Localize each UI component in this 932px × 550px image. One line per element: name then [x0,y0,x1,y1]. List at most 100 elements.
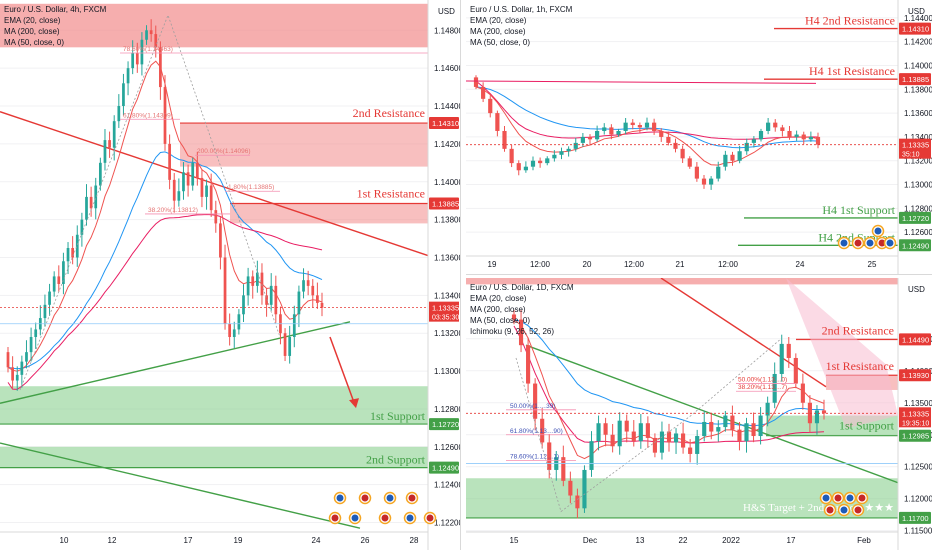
y-tick-label: 1.12600 [434,443,460,452]
candle-body [283,333,287,356]
price-chart-svg: 1.14400 1.14200 1.14000 1.13800 1.13600 1.134… [466,0,932,274]
candle-body [666,136,671,143]
y-tick-label: 1.12800 [904,204,932,213]
candle-body [237,314,241,330]
candle-body [126,68,130,84]
x-tick-label: 19 [234,536,243,545]
y-tick-label: 1.11500 [904,527,932,536]
candle-body [559,151,564,155]
x-tick-label: 19 [488,260,497,269]
y-tick-label: 1.12600 [904,228,932,237]
price-tag-h4-sup-1st-text: 1.12720 [902,214,929,223]
fib-level-label: 50.00%(1.13…0) [738,377,787,384]
candle-body [488,98,493,114]
event-flag-icon-dot [846,494,854,502]
candle-body [681,433,686,448]
chart-pane-1d[interactable]: Euro / U.S. Dollar, 1D, FXCM EMA (20, cl… [466,278,932,550]
candle-body [723,415,728,428]
y-tick-label: 1.13600 [434,253,460,262]
candle-body [589,441,594,470]
projection-arrow-head [349,398,359,409]
indicator-ma200: MA (200, close) [4,27,60,36]
fib-level-label: 50.00%(1.…39) [510,403,556,410]
candle-body [509,148,514,164]
indicator-ema: EMA (20, close) [470,16,527,25]
event-flag-icon-dot [854,239,862,247]
fib-level-label: 200.00%(1.14096) [197,148,251,155]
chart-legend: Euro / U.S. Dollar, 1h, FXCM EMA (20, cl… [470,4,572,48]
ma50-line [513,319,825,427]
y-tick-label: 1.12400 [434,481,460,490]
candle-body [637,125,642,128]
support-1st-label: 1st Support [839,419,895,433]
candle-body [609,127,614,135]
resistance-1st-label: 1st Resistance [826,359,894,373]
x-tick-label: 25 [868,260,877,269]
candle-body [617,420,622,447]
event-flag-icon-dot [336,494,344,502]
support-trendline [0,321,351,404]
price-tag-support-1st [429,418,459,431]
x-tick-label: 12:00 [530,260,551,269]
candle-body [687,158,692,167]
currency-label: USD [438,7,455,16]
indicator-ma200: MA (200, close) [470,305,526,314]
event-flag-icon-dot [834,494,842,502]
candle-body [518,319,524,346]
fib-level-label: 1.80%(1.13885) [228,184,274,191]
candle-body [709,178,714,185]
candle-body [62,261,65,284]
candle-body [209,185,213,211]
candle-body [89,196,93,209]
hs-target-label: H&S Target + 2nd Support ★★★ [743,502,894,514]
event-flag-icon-dot [866,239,874,247]
chart-legend: Euro / U.S. Dollar, 1D, FXCM EMA (20, cl… [470,282,574,337]
chart-pane-1h[interactable]: Euro / U.S. Dollar, 1h, FXCM EMA (20, cl… [466,0,932,275]
candle-body [52,276,56,292]
event-flag-icon-dot [886,239,894,247]
countdown-text: 35:10 [902,152,920,159]
support-2nd-label: 2nd Support [366,453,426,467]
candle-body [108,140,111,148]
candle-body [737,151,742,161]
candle-body [274,285,278,315]
current-price-text: 1.13335 [902,141,929,150]
candle-body [631,431,636,442]
candle-body [580,136,585,143]
candle-body [575,495,580,509]
candle-body [269,285,273,305]
x-tick-label: 24 [796,260,805,269]
indicator-ema: EMA (20, close) [4,16,61,25]
price-tag-h4-res-1st-text: 1.13885 [902,75,929,84]
candle-body [702,421,707,437]
candle-body [516,163,521,171]
y-tick-label: 1.13200 [904,157,932,166]
candle-body [168,143,171,180]
candle-body [214,210,218,224]
y-tick-label: 1.13400 [434,291,460,300]
candle-body [801,134,806,140]
y-tick-label: 1.14400 [904,14,932,23]
candle-body [94,185,98,209]
event-flag-icon-dot [426,514,434,522]
candle-body [808,136,813,140]
candle-body [98,162,102,186]
chart-pane-4h[interactable]: Euro / U.S. Dollar, 4h, FXCM EMA (20, cl… [0,0,461,550]
event-flag-icon-dot [840,239,848,247]
y-tick-label: 1.13800 [904,85,932,94]
resistance-zone-2nd [180,123,428,167]
fib-level-label: 38.20%(1.13812) [148,207,198,214]
candle-body [552,154,557,159]
y-tick-label: 1.13000 [904,181,932,190]
event-flag-icon-dot [854,506,862,514]
candle-body [85,196,88,220]
candle-body [523,166,528,171]
price-tag-support-1st-text: 1.12720 [432,420,459,429]
x-tick-label: 22 [679,536,688,545]
fib-level-label: 61.80%(1.13…90) [510,428,563,435]
candle-body [616,130,621,135]
candle-body [709,421,714,432]
candle-body [694,166,699,179]
candle-body [260,272,264,296]
y-tick-label: 1.12800 [434,405,460,414]
